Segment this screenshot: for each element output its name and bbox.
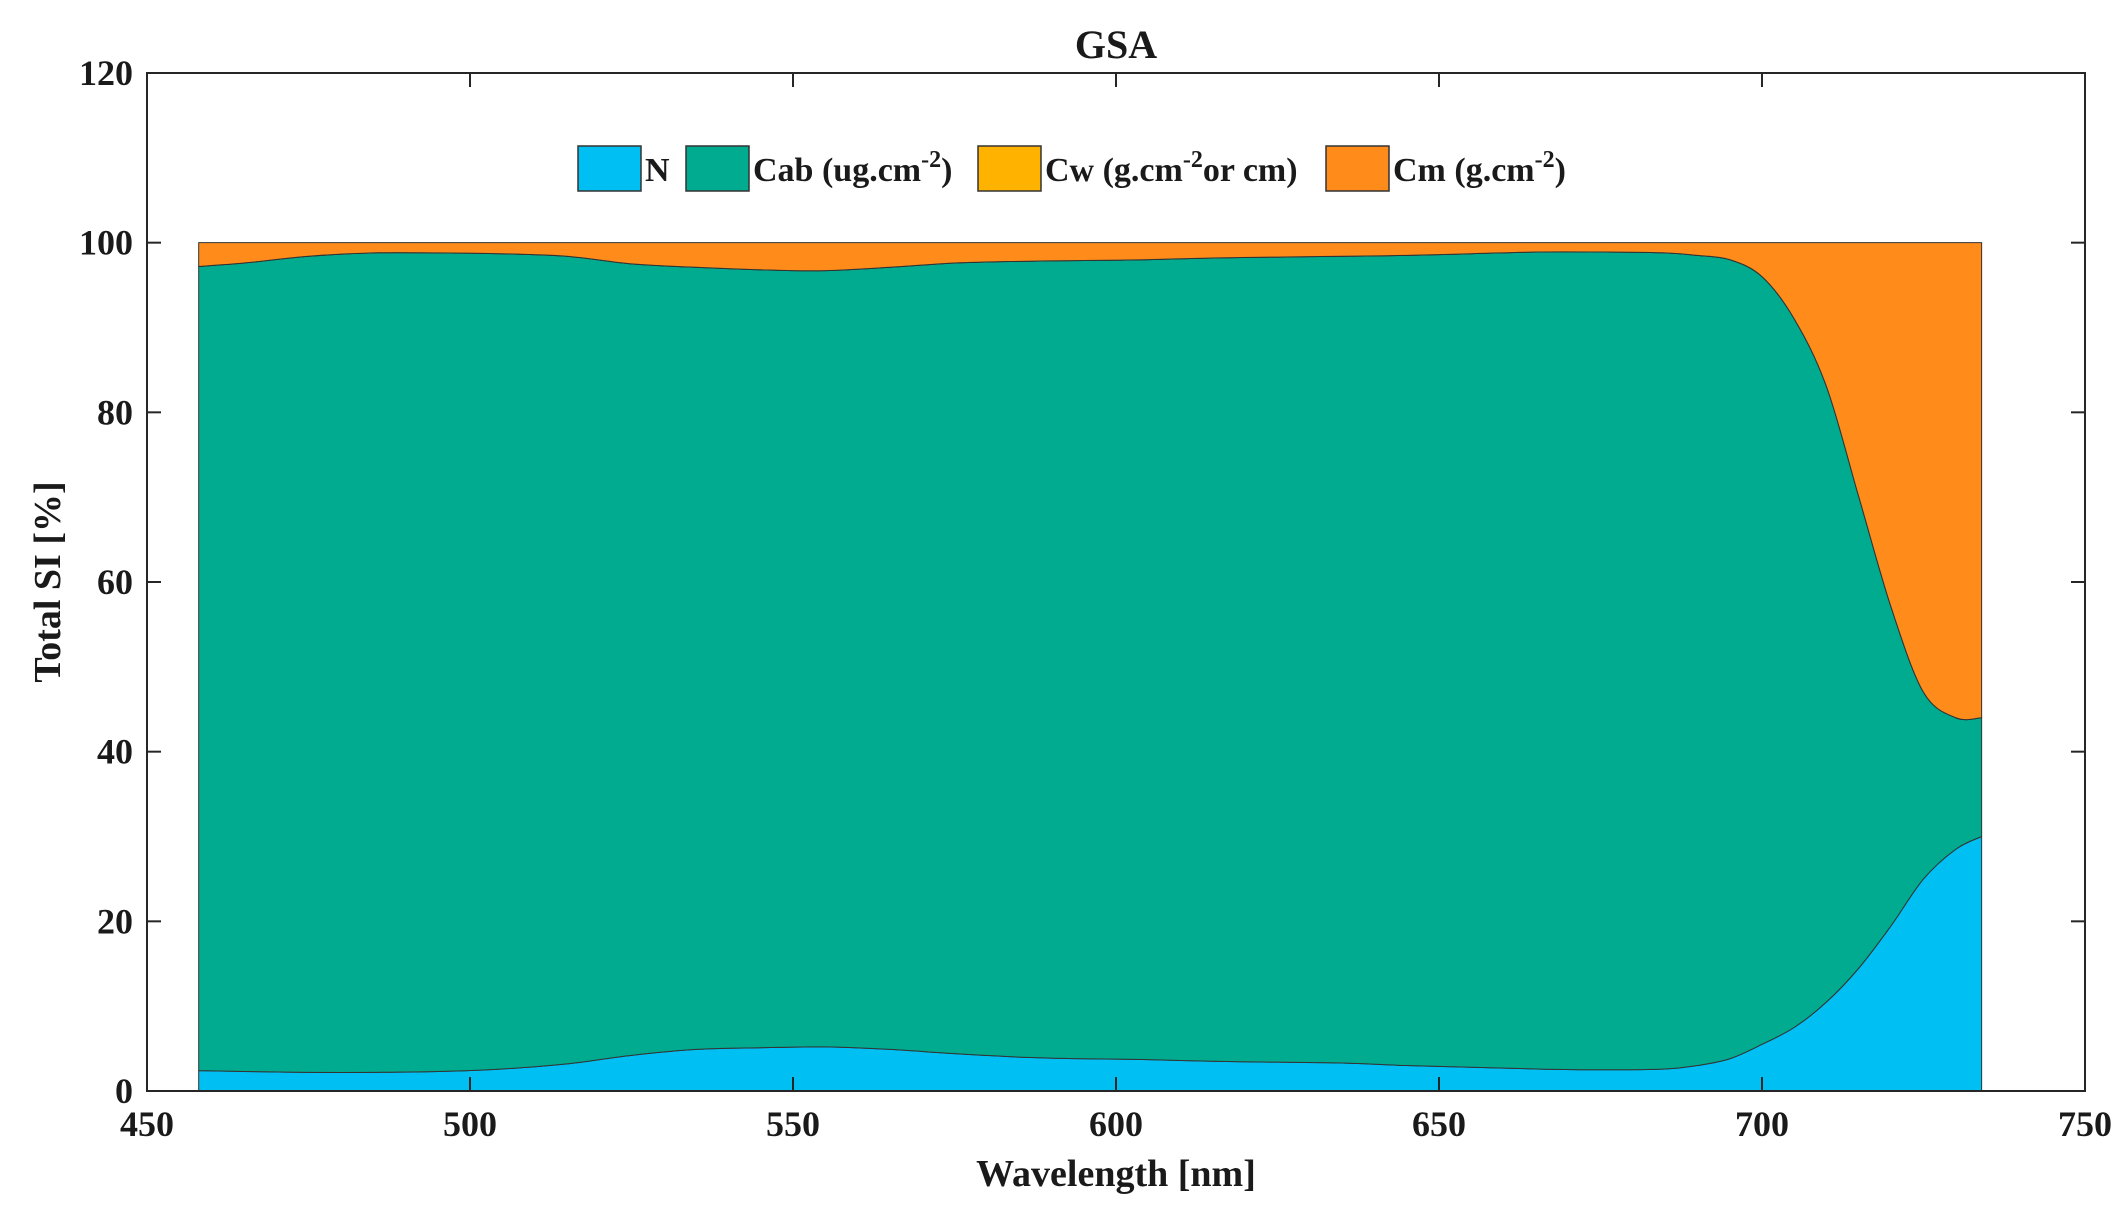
- y-tick-label: 120: [79, 53, 133, 93]
- y-tick-label: 100: [79, 223, 133, 263]
- legend-swatch-3: [977, 145, 1042, 192]
- legend-swatch-2: [685, 145, 750, 192]
- x-tick-label: 450: [120, 1104, 174, 1144]
- x-tick-label: 600: [1089, 1104, 1143, 1144]
- y-tick-label: 40: [97, 732, 133, 772]
- y-tick-label: 80: [97, 392, 133, 432]
- area-series-2: [198, 251, 1983, 1073]
- x-axis-label: Wavelength [nm]: [976, 1153, 1256, 1195]
- x-tick-label: 750: [2058, 1104, 2112, 1144]
- legend-label-3: Cw (g.cm-2or cm): [1045, 147, 1298, 189]
- y-tick-label: 20: [97, 901, 133, 941]
- axes: 450 500 550 600 650 700 750 0 20 40 60 80 100 120: [79, 53, 2112, 1144]
- y-tick-label: 0: [115, 1071, 133, 1111]
- legend-swatch-4: [1325, 145, 1390, 192]
- y-axis-label: Total SI [%]: [27, 481, 69, 682]
- x-tick-label: 550: [766, 1104, 820, 1144]
- area-series-4: [198, 242, 1983, 721]
- legend-label-2: Cab (ug.cm-2): [753, 147, 952, 189]
- legend-label-1: N: [645, 152, 670, 189]
- series-areas: [198, 242, 1983, 1092]
- y-tick-label: 60: [97, 562, 133, 602]
- legend-swatch-1: [577, 145, 642, 192]
- legend-label-4: Cm (g.cm-2): [1393, 147, 1566, 189]
- chart-title: GSA: [1075, 22, 1157, 67]
- x-tick-label: 500: [443, 1104, 497, 1144]
- legend: N Cab (ug.cm-2) Cw (g.cm-2or cm) Cm (g.cm-2…: [568, 138, 1588, 202]
- x-tick-label: 700: [1735, 1104, 1789, 1144]
- x-tick-label: 650: [1412, 1104, 1466, 1144]
